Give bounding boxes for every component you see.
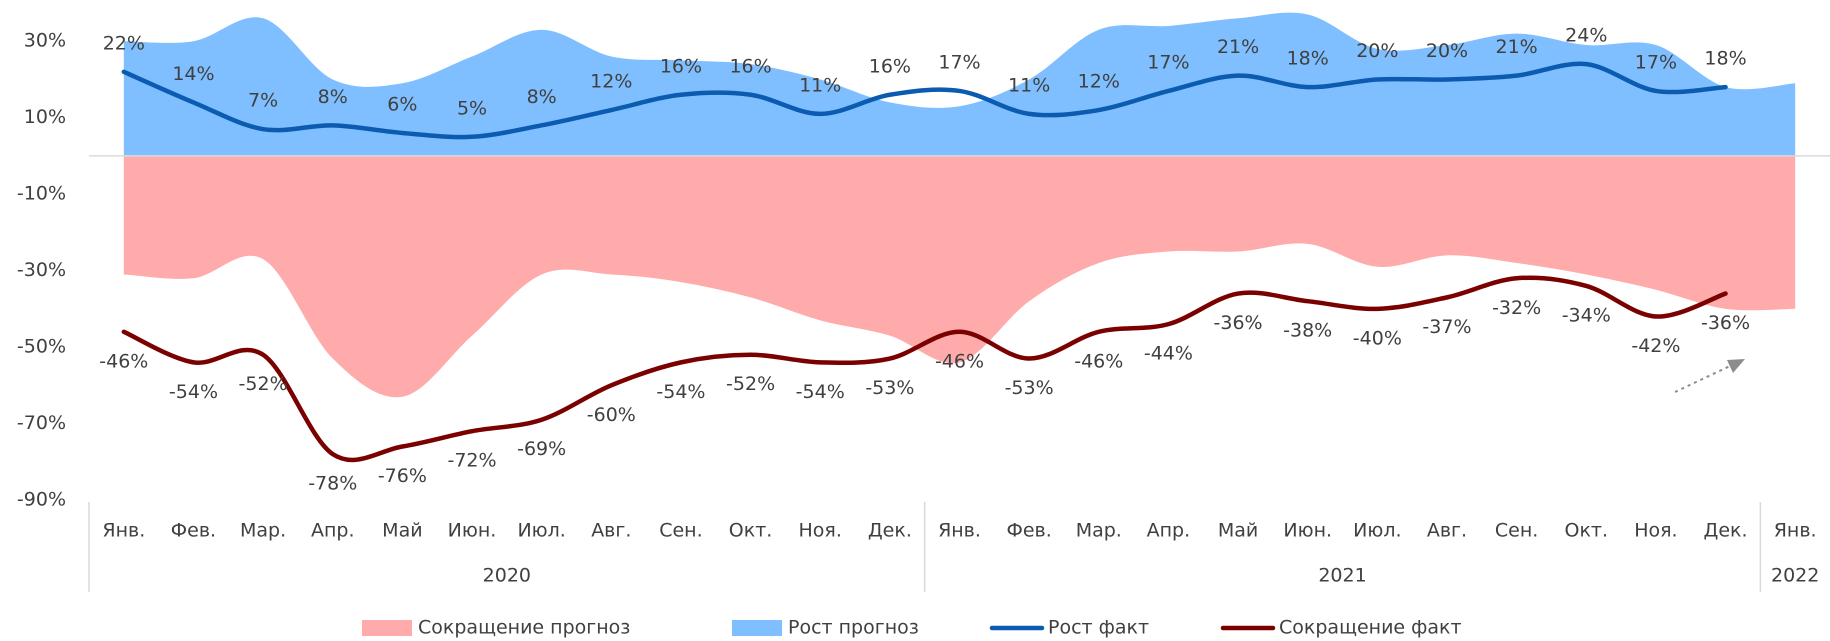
y-tick-label: -70% (17, 412, 66, 434)
data-label: 20% (1426, 40, 1468, 62)
data-label: 16% (869, 55, 911, 77)
data-label: 6% (387, 93, 417, 115)
data-label: -46% (1074, 350, 1123, 372)
data-label: -37% (1422, 316, 1471, 338)
y-tick-label: -90% (17, 489, 66, 511)
x-tick-label: Июл. (517, 520, 565, 542)
data-label: -38% (1283, 320, 1332, 342)
x-tick-label: Дек. (1704, 520, 1748, 542)
y-tick-label: -30% (17, 259, 66, 281)
x-tick-label: Авг. (1427, 520, 1467, 542)
data-label: -54% (656, 381, 705, 403)
data-label: 18% (1287, 48, 1329, 70)
data-label: 12% (590, 71, 632, 93)
line (121, 61, 1728, 140)
x-tick-label: Янв. (102, 520, 145, 542)
legend-label: Сокращение факт (1279, 617, 1462, 639)
data-label: -72% (447, 450, 496, 472)
data-label: 14% (172, 63, 214, 85)
legend-label: Сокращение прогноз (418, 617, 630, 639)
x-tick-label: Мар. (1076, 520, 1122, 542)
data-label: 24% (1565, 25, 1607, 47)
group-label: 2022 (1771, 565, 1819, 587)
y-tick-label: 10% (24, 106, 66, 128)
data-label: -54% (796, 381, 845, 403)
data-label: -52% (726, 373, 775, 395)
data-label: -42% (1631, 335, 1680, 357)
x-tick-label: Апр. (1147, 520, 1191, 542)
x-tick-label: Июн. (1283, 520, 1332, 542)
x-tick-label: Май (1218, 520, 1258, 542)
data-label: -36% (1214, 312, 1263, 334)
y-tick-label: 30% (24, 30, 66, 52)
data-label: 11% (799, 74, 841, 96)
legend-swatch (732, 620, 782, 636)
data-label: 8% (527, 86, 557, 108)
legend-label: Рост прогноз (788, 617, 919, 639)
data-label: 12% (1078, 71, 1120, 93)
x-tick-label: Окт. (729, 520, 773, 542)
data-label: 16% (729, 55, 771, 77)
data-label: 16% (660, 55, 702, 77)
x-tick-label: Апр. (311, 520, 355, 542)
data-label: -44% (1144, 343, 1193, 365)
trend-arrow (1674, 359, 1745, 393)
data-label: 17% (938, 51, 980, 73)
data-label: -46% (99, 350, 148, 372)
x-tick-label: Янв. (938, 520, 981, 542)
data-label: 5% (457, 97, 487, 119)
data-label: -54% (169, 381, 218, 403)
x-tick-label: Ноя. (1634, 520, 1677, 542)
data-label: 20% (1356, 40, 1398, 62)
data-label: -40% (1353, 327, 1402, 349)
x-tick-label: Июн. (448, 520, 497, 542)
data-label: -34% (1562, 304, 1611, 326)
legend-label: Рост факт (1048, 617, 1149, 639)
data-label: 17% (1635, 51, 1677, 73)
area (123, 12, 1796, 156)
data-label: 11% (1008, 74, 1050, 96)
x-tick-label: Ноя. (799, 520, 842, 542)
x-tick-label: Фев. (1006, 520, 1051, 542)
data-label: -46% (935, 350, 984, 372)
data-label: -36% (1701, 312, 1750, 334)
x-tick-label: Фев. (171, 520, 216, 542)
x-tick-label: Дек. (868, 520, 912, 542)
line (121, 275, 1728, 463)
y-tick-label: -10% (17, 183, 66, 205)
data-label: -69% (517, 438, 566, 460)
group-label: 2020 (483, 565, 531, 587)
legend-swatch (362, 620, 412, 636)
arrow-head (1727, 359, 1745, 373)
x-tick-label: Май (382, 520, 422, 542)
y-tick-label: -50% (17, 336, 66, 358)
area (123, 155, 1796, 398)
x-tick-label: Окт. (1564, 520, 1608, 542)
x-tick-label: Сен. (659, 520, 702, 542)
data-label: -52% (239, 373, 288, 395)
data-label: -78% (308, 473, 357, 495)
data-label: 18% (1704, 48, 1746, 70)
x-tick-label: Июл. (1353, 520, 1401, 542)
x-tick-label: Мар. (240, 520, 286, 542)
data-label: 22% (103, 32, 145, 54)
data-label: 7% (248, 90, 278, 112)
x-tick-label: Авг. (591, 520, 631, 542)
x-tick-label: Сен. (1495, 520, 1538, 542)
data-label: -76% (378, 465, 427, 487)
data-label: 21% (1496, 36, 1538, 58)
data-label: -32% (1492, 297, 1541, 319)
data-label: -53% (865, 377, 914, 399)
data-label: 8% (318, 86, 348, 108)
group-label: 2021 (1318, 565, 1366, 587)
data-label: 17% (1147, 51, 1189, 73)
data-label: -60% (587, 404, 636, 426)
data-label: -53% (1005, 377, 1054, 399)
arrow-line (1674, 365, 1731, 393)
data-label: 21% (1217, 36, 1259, 58)
x-tick-label: Янв. (1774, 520, 1817, 542)
